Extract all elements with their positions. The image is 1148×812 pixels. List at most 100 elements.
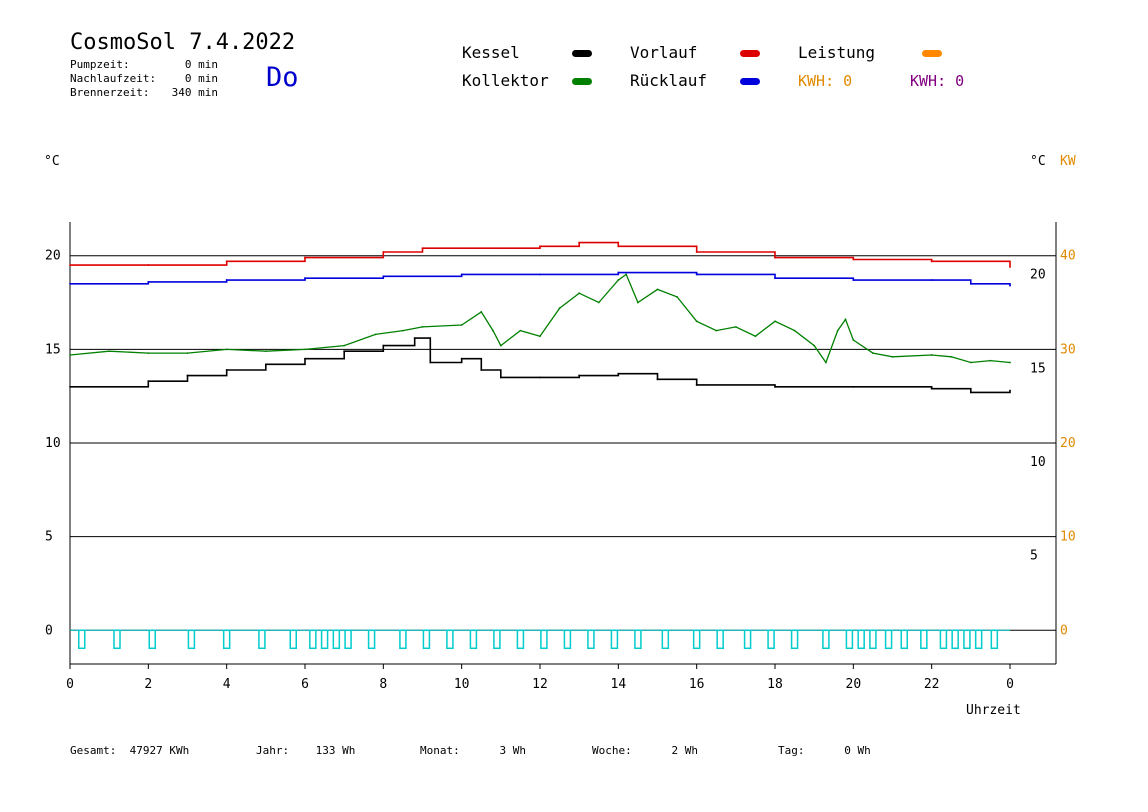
leistung-pulse (767, 629, 775, 650)
data-point-kollektor (844, 318, 847, 321)
data-point-rcklauf (382, 275, 385, 278)
data-point-vorlauf (225, 260, 228, 263)
data-point-vorlauf (852, 258, 855, 261)
x-tick-label: 10 (454, 677, 470, 692)
data-point-kollektor (637, 301, 639, 304)
data-point-rcklauf (460, 273, 463, 276)
data-point-kessel (304, 357, 306, 360)
data-point-kollektor (617, 279, 620, 281)
y-right-kw-tick-label: 40 (1060, 249, 1076, 264)
right-unit-kw-label: KW (1060, 154, 1076, 169)
data-point-kessel (969, 391, 972, 394)
x-tick-label: 2 (144, 677, 152, 692)
data-point-kollektor (492, 329, 494, 332)
page-title: CosmoSol 7.4.2022 (70, 30, 296, 55)
leistung-pulse (974, 629, 983, 650)
data-point-kollektor (597, 301, 600, 304)
leistung-pulse (469, 629, 478, 650)
y-left-tick-label: 15 (45, 342, 61, 357)
leistung-pulse (845, 629, 854, 650)
data-point-kollektor (374, 333, 377, 336)
data-point-vorlauf (695, 251, 698, 253)
leistung-pulse (399, 629, 407, 650)
legend-kessel-label: Kessel (462, 43, 520, 62)
leistung-pulse (900, 629, 908, 650)
leistung-pulse (822, 629, 830, 650)
data-point-kollektor (969, 361, 972, 364)
leistung-pulse (857, 629, 865, 650)
legend-kessel-swatch (572, 50, 592, 57)
leistung-pulse (692, 629, 701, 650)
data-point-rcklauf (147, 281, 150, 283)
leistung-pulse (113, 629, 121, 650)
x-tick-label: 4 (223, 677, 231, 692)
legend-ruecklauf-swatch (740, 78, 760, 85)
data-point-kessel (264, 363, 267, 366)
legend-leistung-swatch (922, 50, 942, 57)
data-point-vorlauf (578, 241, 581, 244)
data-point-vorlauf (1009, 266, 1011, 268)
data-point-kessel (1009, 389, 1011, 392)
data-point-kollektor (304, 348, 306, 351)
leistung-pulse (634, 629, 642, 650)
nachlaufzeit-value: 0 min (184, 72, 218, 85)
x-tick-label: 22 (924, 677, 940, 692)
data-point-rcklauf (69, 282, 71, 285)
data-point-kollektor (625, 273, 628, 276)
data-point-kollektor (225, 348, 228, 351)
legend-kollektor-swatch (572, 78, 592, 85)
leistung-pulse (587, 629, 595, 650)
footer-woche: Woche: 2 Wh (592, 744, 698, 757)
legend-kollektor-label: Kollektor (462, 71, 549, 90)
data-point-rcklauf (969, 282, 972, 285)
series-line-kessel (70, 337, 1011, 394)
data-point-rcklauf (304, 277, 306, 280)
leistung-pulse (540, 629, 548, 650)
leistung-pulse (563, 629, 572, 650)
data-point-kollektor (558, 307, 561, 310)
x-tick-label: 20 (846, 677, 862, 692)
data-point-kollektor (695, 320, 698, 323)
data-point-kollektor (825, 361, 827, 364)
data-point-kessel (413, 337, 416, 340)
data-point-kollektor (734, 325, 737, 328)
data-point-kollektor (813, 344, 816, 347)
data-point-kollektor (989, 359, 992, 362)
kwh-orange-value: KWH: 0 (798, 72, 853, 90)
x-tick-label: 0 (66, 677, 74, 692)
data-point-kessel (225, 369, 228, 371)
data-point-kessel (429, 361, 432, 364)
x-tick-label: 16 (689, 677, 705, 692)
left-unit-label: °C (44, 154, 60, 169)
footer-jahr: Jahr: 133 Wh (256, 744, 356, 757)
leistung-pulse (309, 629, 317, 650)
data-point-rcklauf (539, 273, 541, 276)
data-point-kessel (774, 385, 776, 388)
data-point-kollektor (147, 352, 150, 355)
data-point-kollektor (715, 329, 718, 332)
leistung-pulse (446, 629, 454, 650)
legend-ruecklauf-label: Rücklauf (630, 71, 708, 90)
data-point-kessel (186, 374, 189, 377)
data-point-kessel (499, 376, 502, 379)
leistung-pulse (148, 629, 156, 650)
leistung-pulse (884, 629, 893, 650)
data-point-rcklauf (852, 279, 855, 281)
leistung-pulse (610, 629, 619, 650)
data-point-kollektor (852, 339, 855, 341)
leistung-pulse (187, 629, 196, 650)
leistung-pulse (990, 629, 999, 650)
data-point-kessel (539, 376, 541, 379)
leistung-pulse (743, 629, 752, 650)
data-point-kollektor (69, 354, 71, 356)
data-point-vorlauf (930, 260, 933, 263)
x-axis-label: Uhrzeit (966, 703, 1021, 718)
y-left-tick-label: 20 (45, 249, 61, 264)
data-point-rcklauf (695, 273, 698, 276)
data-point-kollektor (186, 352, 189, 355)
y-left-tick-label: 10 (45, 436, 61, 451)
x-tick-label: 14 (611, 677, 627, 692)
leistung-pulse (344, 629, 352, 650)
data-point-vorlauf (421, 247, 424, 250)
